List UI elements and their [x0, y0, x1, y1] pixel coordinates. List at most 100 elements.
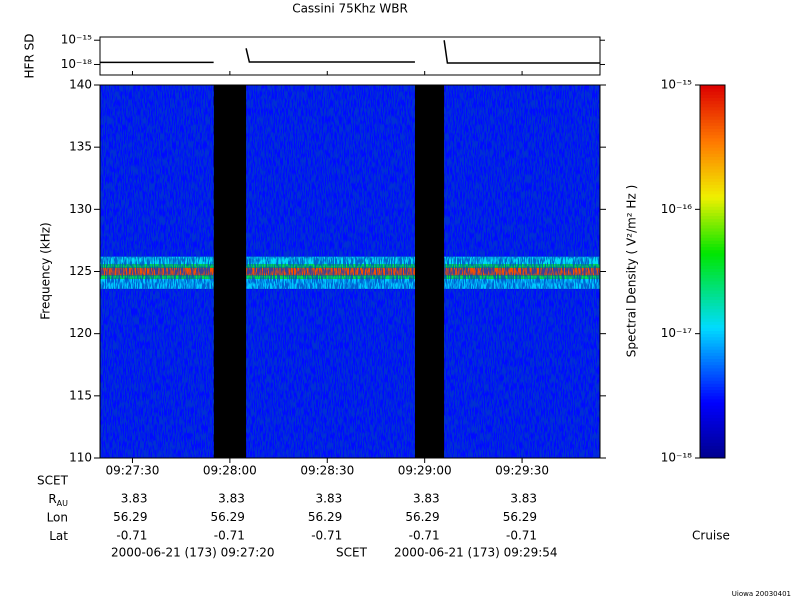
colorbar-swatch	[700, 327, 725, 332]
colorbar-swatch	[700, 237, 725, 241]
colorbar-swatch	[700, 423, 725, 428]
colorbar-swatch	[700, 383, 725, 388]
ephemeris-value: -0.71	[409, 529, 440, 543]
ephemeris-value: -0.71	[214, 529, 245, 543]
ephemeris-value: -0.71	[311, 529, 342, 543]
colorbar-swatch	[700, 116, 725, 120]
colorbar-swatch	[700, 196, 725, 201]
colorbar-swatch	[700, 100, 725, 105]
colorbar-swatch	[700, 395, 725, 400]
scet-label: SCET	[37, 474, 69, 488]
chart-title: Cassini 75Khz WBR	[292, 2, 408, 16]
colorbar-swatch	[700, 131, 725, 136]
colorbar-swatch	[700, 426, 725, 431]
colorbar-swatch	[700, 175, 725, 179]
colorbar-swatch	[700, 358, 725, 363]
colorbar-swatch	[700, 370, 725, 375]
colorbar-swatch	[700, 290, 725, 294]
colorbar-label: Spectral Density ( V²/m² Hz )	[625, 185, 639, 357]
colorbar-swatch	[700, 190, 725, 195]
colorbar-swatch	[700, 119, 725, 123]
colorbar-swatch	[700, 352, 725, 356]
x-tick-label: 09:28:00	[203, 464, 257, 478]
ephemeris-value: 56.29	[405, 510, 439, 524]
colorbar-swatch	[700, 184, 725, 189]
colorbar-swatch	[700, 193, 725, 198]
colorbar-swatch	[700, 147, 725, 151]
colorbar-swatch	[700, 271, 725, 276]
colorbar-swatch	[700, 150, 725, 154]
ephemeris-label-subscript: AU	[57, 499, 68, 508]
credit: Uiowa 20030401	[732, 590, 791, 598]
colorbar-swatch	[700, 243, 725, 248]
colorbar-swatch	[700, 234, 725, 238]
colorbar-swatch	[700, 417, 725, 422]
y-axis-label: Frequency (kHz)	[39, 222, 53, 319]
colorbar-swatch	[700, 420, 725, 425]
x-tick-label: 09:28:30	[300, 464, 354, 478]
colorbar-swatch	[700, 283, 725, 288]
y-tick-label: 120	[69, 326, 92, 340]
ephemeris-label: Lat	[49, 529, 68, 543]
colorbar-swatch	[700, 262, 725, 266]
hfr-y-tick-label: 10⁻¹⁸	[61, 57, 92, 71]
ephemeris-value: -0.71	[116, 529, 147, 543]
colorbar-swatch	[700, 212, 725, 217]
colorbar-swatch	[700, 215, 725, 220]
colorbar-swatch	[700, 305, 725, 310]
colorbar-swatch	[700, 408, 725, 412]
colorbar-swatch	[700, 203, 725, 207]
footer-end: 2000-06-21 (173) 09:29:54	[394, 546, 558, 560]
colorbar-swatch	[700, 349, 725, 353]
hfr-line	[443, 40, 600, 64]
colorbar-swatch	[700, 448, 725, 453]
colorbar-swatch	[700, 159, 725, 164]
colorbar-swatch	[700, 277, 725, 282]
colorbar-swatch	[700, 172, 725, 176]
colorbar-swatch	[700, 265, 725, 269]
colorbar-swatch	[700, 389, 725, 394]
colorbar-swatch	[700, 339, 725, 344]
ephemeris-label-text: R	[48, 492, 56, 506]
colorbar-swatch	[700, 140, 725, 145]
ephemeris-value: 56.29	[308, 510, 342, 524]
colorbar-swatch	[700, 103, 725, 108]
colorbar-swatch	[700, 227, 725, 232]
colorbar-swatch	[700, 259, 725, 263]
footer-middle: SCET	[336, 546, 368, 560]
ephemeris-label-text: Lat	[49, 529, 68, 543]
colorbar-tick-label: 10⁻¹⁸	[661, 451, 692, 465]
colorbar-swatch	[700, 165, 725, 170]
x-tick-label: 09:29:30	[495, 464, 549, 478]
colorbar-swatch	[700, 112, 725, 117]
colorbar-swatch	[700, 94, 725, 98]
hfr-frame	[99, 36, 601, 76]
ephemeris-label-text: Lon	[47, 510, 68, 524]
colorbar-swatch	[700, 454, 725, 459]
ephemeris-value: 3.83	[218, 492, 245, 506]
footer-start: 2000-06-21 (173) 09:27:20	[111, 546, 275, 560]
colorbar-swatch	[700, 280, 725, 285]
colorbar-swatch	[700, 318, 725, 322]
colorbar-swatch	[700, 97, 725, 102]
colorbar-swatch	[700, 439, 725, 443]
colorbar-swatch	[700, 168, 725, 173]
ephemeris-value: -0.71	[506, 529, 537, 543]
colorbar-swatch	[700, 361, 725, 366]
colorbar-swatch	[700, 209, 725, 213]
colorbar-swatch	[700, 122, 725, 126]
colorbar-swatch	[700, 134, 725, 139]
colorbar-swatch	[700, 321, 725, 325]
colorbar-swatch	[700, 364, 725, 369]
colorbar-swatch	[700, 386, 725, 391]
ephemeris-value: 3.83	[121, 492, 148, 506]
colorbar-swatch	[700, 206, 725, 210]
ephemeris-value: 56.29	[211, 510, 245, 524]
hfr-ylabel: HFR SD	[23, 34, 37, 79]
colorbar-swatch	[700, 162, 725, 167]
x-tick-label: 09:29:00	[398, 464, 452, 478]
colorbar-swatch	[700, 293, 725, 297]
y-tick-label: 135	[69, 140, 92, 154]
noise-texture	[444, 85, 600, 458]
